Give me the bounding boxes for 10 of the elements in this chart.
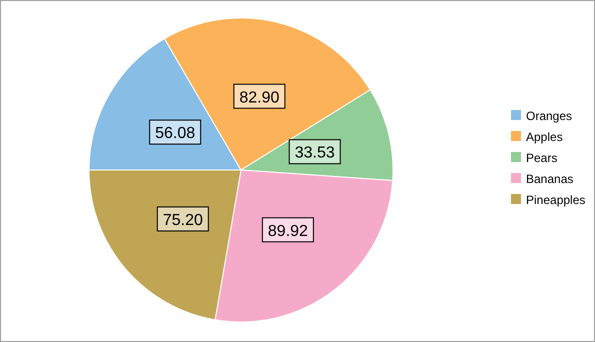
legend-label: Bananas (526, 172, 574, 186)
legend-label: Pears (526, 151, 558, 165)
data-label: 89.92 (268, 222, 308, 240)
legend-label: Pineapples (526, 193, 586, 207)
legend-label: Oranges (526, 109, 572, 123)
legend-label: Apples (526, 130, 563, 144)
data-label: 33.53 (294, 144, 335, 162)
data-label: 82.90 (239, 89, 280, 106)
data-label: 75.20 (162, 212, 203, 229)
data-label: 56.08 (155, 125, 196, 142)
